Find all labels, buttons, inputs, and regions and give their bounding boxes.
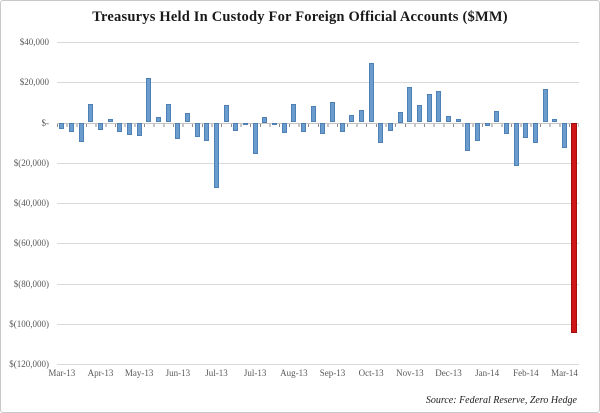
bar	[78, 122, 84, 143]
y-axis-tick-label: $40,000	[19, 37, 49, 47]
bar	[233, 122, 239, 131]
bar	[417, 104, 422, 123]
y-axis-tick-label: $(120,000)	[9, 359, 49, 369]
bar	[349, 115, 355, 123]
bar	[513, 122, 519, 166]
bar	[426, 94, 432, 123]
bar	[214, 122, 219, 188]
bar	[243, 122, 248, 125]
bar	[156, 117, 161, 123]
bar	[127, 122, 132, 135]
x-axis-tick-label: Jul-13	[243, 368, 267, 378]
bar	[330, 101, 335, 123]
bar	[523, 122, 529, 138]
bar	[146, 77, 152, 123]
y-gridline	[57, 364, 579, 365]
bar	[185, 113, 190, 123]
y-axis-tick-label: $(40,000)	[13, 198, 49, 208]
bar	[552, 119, 558, 123]
bar	[98, 122, 103, 130]
bar	[320, 122, 326, 134]
bar	[339, 122, 345, 132]
bar	[117, 122, 123, 133]
x-axis-tick-label: May-13	[124, 368, 154, 378]
y-gridline	[57, 203, 579, 204]
source-note: Source: Federal Reserve, Zero Hedge	[425, 395, 577, 406]
bar	[368, 62, 374, 123]
bar	[359, 110, 364, 123]
x-axis-tick-label: Aug-13	[280, 368, 308, 378]
bar	[59, 122, 65, 129]
bar	[504, 122, 509, 135]
bar	[465, 122, 471, 151]
x-axis-tick-label: Jan-14	[475, 368, 500, 378]
bar	[301, 122, 306, 133]
x-axis-tick-label: Oct-13	[358, 368, 384, 378]
x-axis-tick-label: Sep-13	[319, 368, 346, 378]
x-axis-tick-label: Mar-14	[551, 368, 578, 378]
x-axis-tick-label: Apr-13	[87, 368, 114, 378]
x-axis-tick-label: Mar-13	[48, 368, 76, 378]
y-axis-tick-label: $(20,000)	[13, 157, 49, 168]
bar	[165, 103, 171, 123]
y-axis-tick-label: $20,000	[19, 77, 49, 88]
y-gridline	[57, 42, 579, 43]
bar	[291, 103, 297, 123]
bar	[204, 122, 210, 141]
bar	[310, 106, 316, 123]
x-axis-tick-label: Jun-13	[165, 368, 191, 378]
bar	[272, 122, 277, 125]
chart-title: Treasurys Held In Custody For Foreign Of…	[92, 9, 508, 25]
y-gridline	[57, 82, 579, 84]
bar	[388, 122, 393, 131]
bar	[69, 122, 74, 132]
zero-axis-line	[57, 122, 579, 124]
y-gridline	[57, 162, 579, 164]
x-axis-tick-label: Nov-13	[396, 368, 424, 378]
bar	[262, 117, 268, 123]
y-gridline	[57, 243, 579, 245]
bar	[136, 122, 142, 136]
bar	[281, 122, 287, 133]
bar	[378, 122, 384, 143]
y-axis-tick-label: $(60,000)	[13, 238, 49, 249]
x-axis-tick-label: Feb-14	[513, 368, 539, 378]
bar	[88, 104, 94, 123]
bar	[494, 110, 500, 123]
bar	[175, 122, 181, 139]
zero-axis-tickmarks	[57, 123, 579, 127]
bar	[475, 122, 480, 141]
y-gridline	[57, 283, 579, 285]
bar	[542, 88, 548, 123]
bar	[436, 90, 442, 123]
bar	[455, 119, 461, 123]
bar	[107, 118, 113, 123]
highlighted-bar	[571, 122, 578, 333]
bar	[397, 112, 403, 123]
bar	[562, 122, 567, 148]
bar	[446, 115, 451, 123]
bar	[252, 122, 258, 155]
bar	[194, 122, 200, 138]
bar	[223, 104, 229, 123]
bar	[533, 122, 538, 144]
y-axis-tick-label: $(100,000)	[9, 318, 49, 329]
x-axis-tick-label: Dec-13	[435, 368, 462, 378]
y-gridline	[57, 323, 579, 325]
y-axis-tick-label: $-	[41, 117, 50, 128]
bar	[484, 122, 490, 126]
bar	[407, 87, 413, 123]
x-axis-tick-label: Jul-13	[205, 368, 228, 378]
y-axis-tick-label: $(80,000)	[13, 278, 49, 289]
